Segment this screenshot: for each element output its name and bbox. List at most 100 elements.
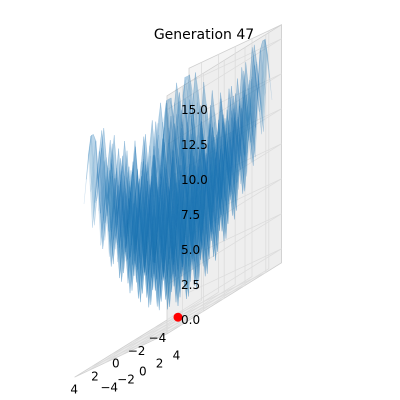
surface-facet [182, 138, 188, 205]
y-tick-label: −4 [100, 380, 118, 394]
surface-facet [243, 70, 249, 119]
surface-facet [185, 132, 191, 198]
surface-facet [240, 132, 246, 194]
surface-facet [215, 92, 221, 163]
surface-facet [184, 133, 190, 206]
surface-facet [196, 189, 202, 245]
surface-facet [180, 77, 186, 135]
surface-facet [254, 61, 260, 121]
surface-facet [181, 156, 187, 224]
surface-facet [138, 161, 144, 220]
surface-facet [148, 181, 154, 236]
surface-facet [209, 137, 215, 208]
data-points [173, 312, 183, 322]
surface-facet [122, 150, 128, 207]
surface-facet [237, 119, 243, 169]
surface-facet [224, 144, 230, 206]
surface-facet [139, 199, 145, 264]
surface-facet [122, 140, 128, 197]
surface-facet [136, 170, 142, 230]
surface-facet [180, 156, 186, 213]
surface-facet [166, 185, 172, 250]
surface-facet [159, 133, 165, 197]
surface-facet [158, 209, 164, 272]
surface-facet [176, 128, 182, 194]
surface-facet [105, 140, 111, 194]
surface-facet [225, 166, 231, 239]
surface-facet [228, 88, 234, 140]
surface-facet [149, 181, 155, 236]
surface-facet [191, 233, 197, 290]
surface-facet [164, 98, 170, 134]
surface-facet [147, 245, 154, 305]
surface-facet [133, 206, 139, 264]
surface-facet [230, 93, 236, 167]
surface-facet [174, 92, 180, 153]
surface-facet [121, 175, 127, 232]
surface-facet [211, 197, 217, 257]
surface-facet [216, 134, 222, 188]
surface-facet [238, 101, 244, 176]
surface-facet [145, 155, 151, 217]
surface-facet [205, 164, 211, 234]
surface-facet [191, 156, 197, 222]
surface-facet [122, 191, 128, 260]
surface-facet [138, 197, 144, 257]
surface-facet [167, 143, 173, 218]
surface-facet [267, 55, 273, 101]
surface-facet [162, 215, 168, 279]
surface-facet [240, 62, 246, 137]
surface-facet [110, 175, 116, 240]
surface-facet [231, 160, 237, 211]
surface-facet [184, 171, 190, 230]
surface-facet [243, 95, 249, 157]
surface-facet [143, 191, 149, 247]
surface-facet [198, 189, 205, 245]
surface-facet [154, 183, 160, 238]
surface-facet [204, 149, 210, 204]
surface-facet [208, 203, 214, 257]
surface-facet [186, 133, 192, 201]
surface-facet [188, 199, 194, 267]
surface-facet [181, 128, 187, 186]
surface-facet [110, 204, 116, 265]
surface-facet [150, 205, 156, 263]
surface-facet [178, 165, 184, 219]
surface-facet [158, 138, 164, 200]
surface-facet [179, 207, 185, 277]
surface-facet [137, 192, 144, 259]
x-tick-label: 0 [112, 357, 120, 371]
surface-facet [183, 172, 189, 237]
surface-facet [194, 165, 200, 234]
surface-facet [119, 191, 126, 252]
surface-facet [218, 143, 225, 199]
surface-facet [199, 185, 205, 249]
surface-facet [149, 216, 155, 278]
surface-facet [130, 146, 136, 205]
surface-facet [212, 90, 218, 145]
surface-facet [179, 128, 185, 198]
surface-facet [221, 147, 227, 212]
surface-facet [139, 211, 145, 276]
surface-facet [149, 184, 155, 248]
surface-facet [145, 162, 151, 215]
surface-facet [254, 44, 260, 87]
surface-facet [133, 195, 139, 249]
surface-facet [218, 153, 224, 225]
surface-facet [188, 214, 194, 282]
surface-facet [169, 226, 175, 287]
surface-facet [160, 133, 167, 207]
surface-facet [157, 102, 163, 148]
surface-facet [172, 182, 178, 247]
surface-facet [213, 186, 219, 257]
surface-facet [175, 199, 181, 266]
surface-facet [169, 159, 175, 231]
surface-facet [94, 150, 100, 202]
x-tick-label: 2 [91, 370, 99, 384]
surface-facet [117, 155, 123, 211]
surface-facet [159, 216, 165, 280]
surface-facet [214, 163, 221, 226]
surface-facet [213, 134, 219, 199]
surface-facet [194, 135, 200, 188]
surface-facet [171, 105, 177, 164]
